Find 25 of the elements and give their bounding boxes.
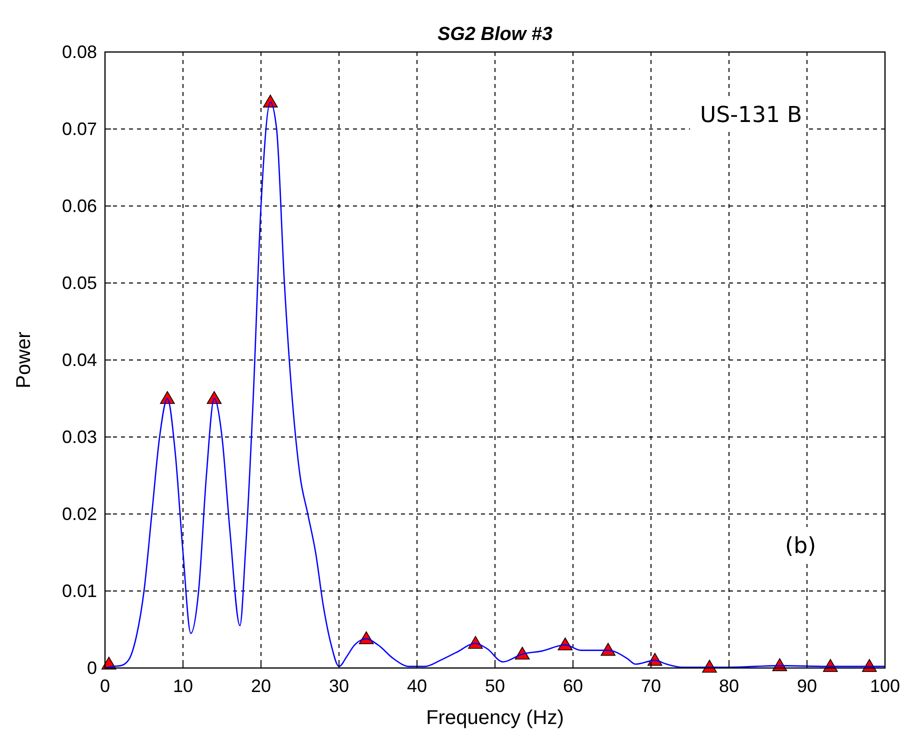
y-tick-label: 0.03 (62, 427, 97, 447)
annotation: US-131 B (700, 103, 802, 128)
x-tick-label: 0 (100, 676, 110, 696)
x-tick-label: 40 (406, 676, 428, 696)
x-tick-label: 30 (328, 676, 350, 696)
x-tick-label: 90 (796, 676, 818, 696)
x-tick-label: 20 (250, 676, 272, 696)
x-axis-title: Frequency (Hz) (426, 707, 564, 729)
x-tick-label: 80 (718, 676, 740, 696)
y-axis-title: Power (13, 331, 35, 388)
y-tick-label: 0.02 (62, 504, 97, 524)
y-tick-label: 0.06 (62, 196, 97, 216)
y-tick-label: 0.05 (62, 273, 97, 293)
x-tick-label: 10 (172, 676, 194, 696)
annotation: (b) (785, 534, 816, 559)
x-tick-label: 70 (640, 676, 662, 696)
y-tick-label: 0.04 (62, 350, 97, 370)
y-tick-label: 0 (86, 658, 97, 678)
x-tick-label: 50 (484, 676, 506, 696)
x-tick-label: 100 (870, 676, 900, 696)
y-tick-label: 0.01 (62, 581, 97, 601)
y-tick-label: 0.08 (62, 42, 97, 62)
x-tick-label: 60 (562, 676, 584, 696)
y-tick-label: 0.07 (62, 119, 97, 139)
chart-title: SG2 Blow #3 (437, 24, 553, 45)
